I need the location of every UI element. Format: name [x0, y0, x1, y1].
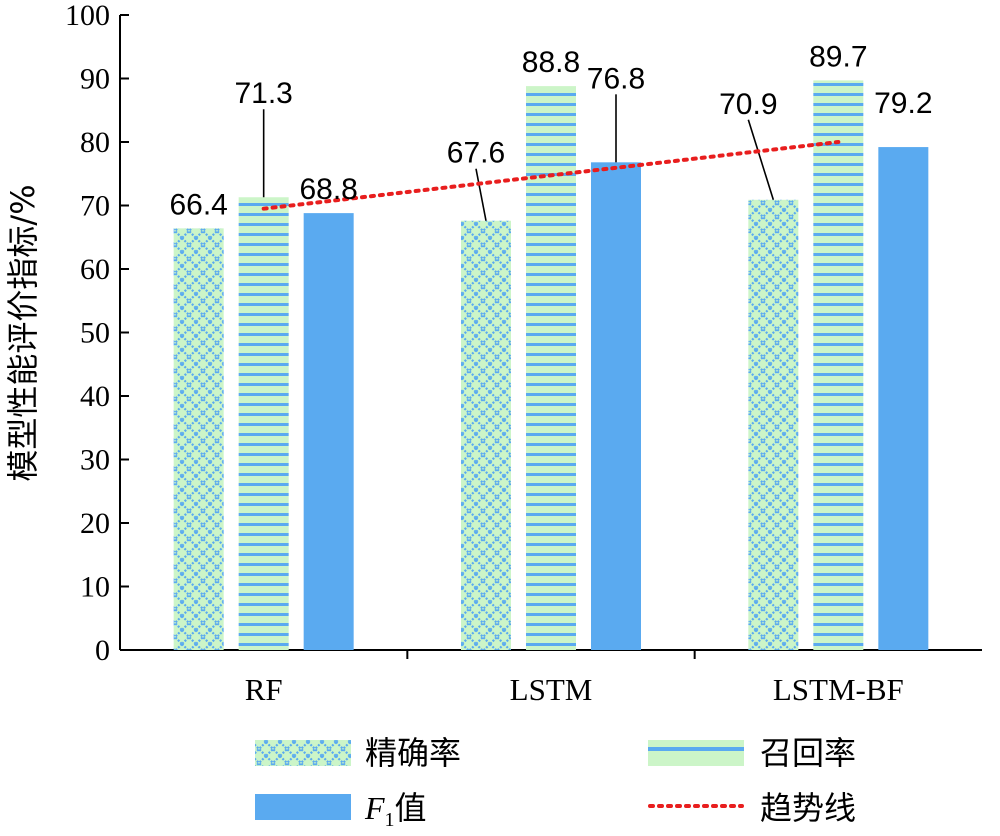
- data-label: 71.3: [234, 77, 292, 110]
- y-tick-label: 30: [80, 444, 110, 477]
- y-tick-label: 100: [65, 0, 110, 32]
- trendline: [261, 140, 841, 211]
- bar: [813, 80, 864, 650]
- legend-swatch-precision: [255, 740, 351, 766]
- legend-label-precision: 精确率: [365, 734, 461, 772]
- y-tick-label: 0: [95, 634, 110, 667]
- legend-swatch-f1: [255, 794, 351, 820]
- legend-label-f1: F1值: [364, 789, 427, 831]
- legend-label-f1-suffix: 值: [395, 789, 427, 827]
- y-tick-label: 90: [80, 63, 110, 96]
- trendline-line: [261, 140, 841, 211]
- y-tick-label: 50: [80, 317, 110, 350]
- data-label: 79.2: [874, 87, 932, 120]
- data-label: 67.6: [447, 137, 505, 170]
- bar: [303, 213, 354, 650]
- y-tick-label: 20: [80, 507, 110, 540]
- x-tick-label: RF: [245, 672, 283, 707]
- bars: [173, 80, 929, 651]
- legend-label-recall: 召回率: [760, 734, 856, 772]
- y-tick-label: 10: [80, 571, 110, 604]
- x-tick-label: LSTM: [510, 672, 593, 707]
- data-label: 76.8: [587, 62, 645, 95]
- data-label: 88.8: [522, 46, 580, 79]
- y-tick-label: 60: [80, 253, 110, 286]
- bar: [526, 86, 576, 651]
- legend-label-f1-subscript: 1: [385, 809, 395, 831]
- bar: [173, 228, 224, 651]
- leader-line: [747, 119, 775, 201]
- legend-swatch-recall: [648, 740, 744, 766]
- legend-swatch-recall-line: [648, 747, 744, 751]
- data-label: 66.4: [169, 188, 227, 221]
- y-tick-label: 40: [80, 380, 110, 413]
- bar: [591, 162, 641, 650]
- bar: [461, 220, 511, 651]
- legend-label-trendline: 趋势线: [760, 789, 856, 827]
- y-ticks: 0 10 20 30 40 50 60 70 80 90 100: [65, 0, 129, 667]
- x-tick-label: LSTM-BF: [773, 672, 904, 707]
- bar: [238, 197, 289, 650]
- y-tick-label: 70: [80, 190, 110, 223]
- data-label: 89.7: [809, 40, 867, 73]
- y-axis-label: 模型性能评价指标/%: [4, 184, 42, 481]
- data-label: 70.9: [719, 88, 777, 121]
- category-labels: RF LSTM LSTM-BF: [245, 672, 904, 707]
- bar: [878, 147, 929, 650]
- data-labels: 66.4 71.3 68.8 67.6 88.8 76.8 70.9 89.779.2: [169, 40, 932, 221]
- legend: 精确率 召回率 F1值 趋势线: [255, 734, 856, 831]
- y-tick-label: 80: [80, 126, 110, 159]
- leader-line: [475, 168, 487, 221]
- bar: [748, 199, 799, 650]
- legend-label-f1-letter: F: [364, 790, 385, 826]
- leader-lines: [262, 94, 775, 221]
- data-label: 68.8: [299, 173, 357, 206]
